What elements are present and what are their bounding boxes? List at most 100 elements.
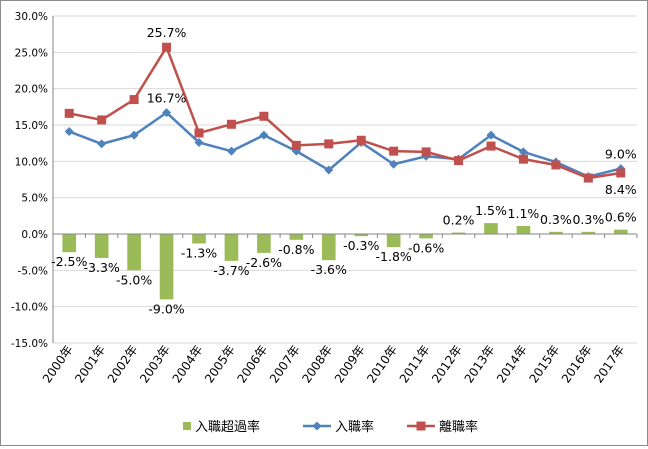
y-tick-label: 20.0% [15,84,48,96]
bar [613,229,628,234]
bar [386,234,401,248]
x-tick-label: 2015年 [526,343,562,386]
x-tick-label: 2002年 [105,343,141,386]
x-tick-label: 2003年 [137,343,173,386]
bar [516,226,531,234]
bar [484,223,498,234]
line-data-label: 9.0% [605,147,637,162]
point-square [259,111,269,121]
point-diamond [389,159,399,169]
point-square [583,173,593,183]
bar-data-label: -3.3% [84,260,120,275]
y-tick-label: -5.0% [18,265,48,277]
series-line [68,44,621,180]
bar [419,234,433,239]
bar [62,234,77,253]
x-tick-label: 2005年 [202,343,238,386]
x-tick-label: 2012年 [429,343,465,386]
point-square [616,168,626,178]
bar-data-label: 1.1% [508,206,540,221]
x-tick-label: 2006年 [234,343,270,386]
bar-data-label: 0.2% [443,213,475,228]
series-line [68,111,622,178]
gridlines [53,15,637,344]
bar-series-net-entry [62,223,628,300]
bar-data-label: 1.5% [475,203,507,218]
bar-data-label: -0.3% [343,238,379,253]
point-square [421,147,431,157]
point-square [389,146,399,156]
bar-data-label: -0.8% [278,242,314,257]
x-tick-label: 2001年 [72,343,108,386]
point-diamond [324,165,334,175]
bar-data-label: 0.3% [572,212,604,227]
line-data-label: 8.4% [605,182,637,197]
point-square [518,154,528,164]
y-axis: -15.0% -10.0% -5.0% 0.0% 5.0% 10.0% 15.0% 20.0%… [11,11,54,350]
point-diamond [226,146,236,156]
bar-data-label: -3.6% [311,262,347,277]
bar-data-label: -5.0% [116,272,152,287]
point-square [162,42,172,52]
x-tick-label: 2017年 [591,343,627,386]
point-diamond [486,130,496,140]
bar-data-label: -1.8% [376,249,412,264]
line-series [64,42,626,183]
point-diamond [518,147,528,157]
x-tick-label: 2013年 [462,343,498,386]
bar-data-label: -2.6% [246,255,282,270]
y-tick-label: 5.0% [21,193,48,205]
bar [289,234,304,240]
x-tick-label: 2011年 [397,343,433,386]
bar [354,234,369,237]
legend-swatch [183,422,191,430]
bar [224,234,239,261]
legend-label: 入職超過率 [195,419,260,435]
x-tick-label: 2007年 [267,343,303,386]
x-tick-label: 2009年 [332,343,368,386]
legend: 入職超過率 入職率 離職率 [183,419,478,435]
point-diamond [259,130,269,140]
point-square [454,156,464,166]
bar [94,234,109,258]
x-tick-label: 2010年 [364,343,400,386]
x-tick-label: 2008年 [299,343,335,386]
bar-data-label: 0.6% [605,210,637,225]
point-diamond [64,127,74,137]
y-tick-label: -10.0% [11,302,48,314]
bar [257,234,271,253]
bar-data-label: -2.5% [51,254,87,269]
point-square [356,135,366,145]
bar-data-label: -0.6% [408,240,444,255]
bar [581,231,596,234]
legend-marker [416,421,426,431]
bar [127,234,141,271]
x-tick-label: 2016年 [559,343,595,386]
y-tick-label: 0.0% [21,229,48,241]
bar-data-label: -3.7% [213,263,249,278]
point-square [324,139,334,149]
bar-data-label: 0.3% [540,212,572,227]
x-tick-label: 2004年 [170,343,206,386]
y-tick-label: 25.0% [15,47,48,59]
bar [549,231,563,234]
bar-data-label: -1.3% [181,245,217,260]
point-square [486,141,496,151]
point-square [291,140,301,150]
point-square [64,108,74,118]
legend-label: 入職率 [335,419,374,435]
legend-label: 離職率 [439,419,478,435]
line-data-label: 25.7% [147,25,187,40]
y-tick-label: 15.0% [15,120,48,132]
bar [192,234,206,244]
point-diamond [162,108,172,118]
bar-data-label: -9.0% [148,301,184,316]
point-diamond [194,137,204,147]
legend-marker [312,421,322,431]
point-square [551,160,561,170]
point-square [226,119,236,129]
x-tick-label: 2014年 [494,343,530,386]
point-diamond [129,130,139,140]
